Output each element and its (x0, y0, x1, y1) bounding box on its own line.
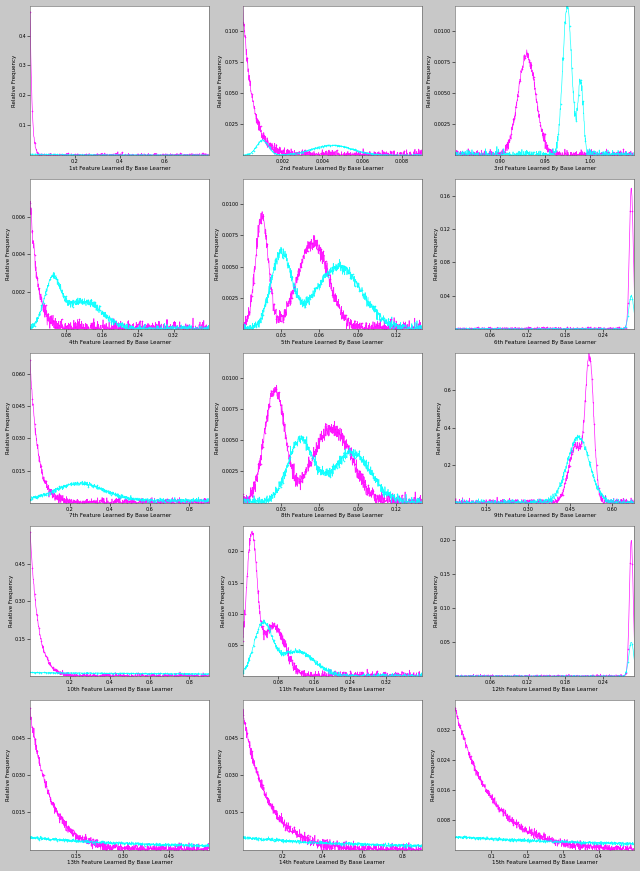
Y-axis label: Relative Frequency: Relative Frequency (215, 228, 220, 280)
Y-axis label: Relative Frequency: Relative Frequency (6, 228, 10, 280)
X-axis label: 13th Feature Learned By Base Learner: 13th Feature Learned By Base Learner (67, 861, 173, 866)
X-axis label: 2nd Feature Learned By Base Learner: 2nd Feature Learned By Base Learner (280, 165, 384, 171)
X-axis label: 12th Feature Learned By Base Learner: 12th Feature Learned By Base Learner (492, 687, 598, 692)
Y-axis label: Relative Frequency: Relative Frequency (434, 228, 439, 280)
Y-axis label: Relative Frequency: Relative Frequency (6, 402, 10, 454)
X-axis label: 1st Feature Learned By Base Learner: 1st Feature Learned By Base Learner (69, 165, 171, 171)
X-axis label: 7th Feature Learned By Base Learner: 7th Feature Learned By Base Learner (68, 513, 171, 518)
Y-axis label: Relative Frequency: Relative Frequency (428, 54, 433, 106)
Y-axis label: Relative Frequency: Relative Frequency (215, 402, 220, 454)
X-axis label: 14th Feature Learned By Base Learner: 14th Feature Learned By Base Learner (280, 861, 385, 866)
X-axis label: 6th Feature Learned By Base Learner: 6th Feature Learned By Base Learner (493, 340, 596, 345)
Y-axis label: Relative Frequency: Relative Frequency (218, 749, 223, 801)
Y-axis label: Relative Frequency: Relative Frequency (437, 402, 442, 454)
X-axis label: 9th Feature Learned By Base Learner: 9th Feature Learned By Base Learner (493, 513, 596, 518)
Y-axis label: Relative Frequency: Relative Frequency (12, 54, 17, 106)
X-axis label: 5th Feature Learned By Base Learner: 5th Feature Learned By Base Learner (281, 340, 383, 345)
Y-axis label: Relative Frequency: Relative Frequency (434, 575, 439, 627)
X-axis label: 11th Feature Learned By Base Learner: 11th Feature Learned By Base Learner (280, 687, 385, 692)
Y-axis label: Relative Frequency: Relative Frequency (431, 749, 436, 801)
Y-axis label: Relative Frequency: Relative Frequency (9, 575, 13, 627)
X-axis label: 10th Feature Learned By Base Learner: 10th Feature Learned By Base Learner (67, 687, 173, 692)
X-axis label: 8th Feature Learned By Base Learner: 8th Feature Learned By Base Learner (281, 513, 383, 518)
X-axis label: 4th Feature Learned By Base Learner: 4th Feature Learned By Base Learner (68, 340, 171, 345)
Y-axis label: Relative Frequency: Relative Frequency (218, 54, 223, 106)
Y-axis label: Relative Frequency: Relative Frequency (221, 575, 226, 627)
X-axis label: 15th Feature Learned By Base Learner: 15th Feature Learned By Base Learner (492, 861, 598, 866)
Y-axis label: Relative Frequency: Relative Frequency (6, 749, 10, 801)
X-axis label: 3rd Feature Learned By Base Learner: 3rd Feature Learned By Base Learner (493, 165, 596, 171)
